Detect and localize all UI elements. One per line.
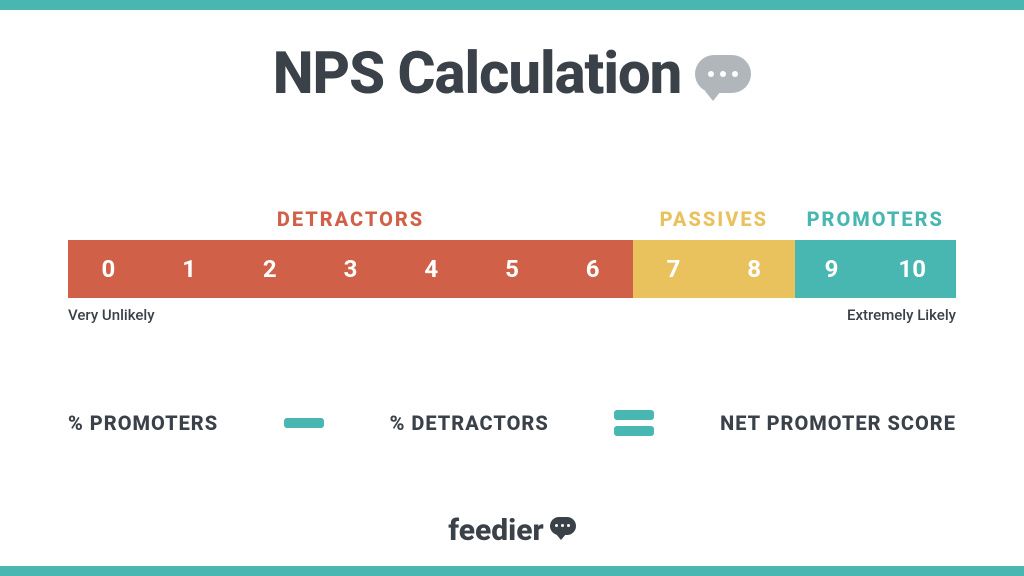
detractors-segment: 0 1 2 3 4 5 6 <box>68 240 633 298</box>
brand-bubble-dot <box>555 524 558 527</box>
scale-bar: 0123456 78 910 <box>68 240 956 298</box>
equals-bar-top <box>614 410 654 420</box>
anchor-high: Extremely Likely <box>847 306 956 324</box>
page-title: NPS Calculation <box>273 40 682 108</box>
brand-bubble-tail <box>556 534 566 540</box>
bubble-dot <box>720 71 726 77</box>
formula-row: % PROMOTERS % DETRACTORS NET PROMOTER SC… <box>68 410 956 436</box>
scale-number: 5 <box>505 255 519 283</box>
equals-bar-bottom <box>614 426 654 436</box>
scale-number: 3 <box>344 255 358 283</box>
scale-number: 6 <box>586 255 600 283</box>
minus-bar <box>284 418 324 428</box>
bottom-border <box>0 566 1024 576</box>
scale-number: 4 <box>424 255 438 283</box>
formula-promoters: % PROMOTERS <box>68 411 218 435</box>
top-border <box>0 0 1024 10</box>
passives-segment: 78 <box>633 240 794 298</box>
brand-bubble-icon <box>550 517 576 535</box>
brand-name: feedier <box>448 513 543 548</box>
anchor-labels: Very Unlikely Extremely Likely <box>68 306 956 324</box>
formula-result: NET PROMOTER SCORE <box>720 411 956 435</box>
speech-bubble-icon <box>695 55 751 93</box>
scale-number: 1 <box>182 255 196 283</box>
anchor-low: Very Unlikely <box>68 306 155 324</box>
brand-bubble-dot <box>561 524 564 527</box>
scale-number: 2 <box>263 255 277 283</box>
passives-label: PASSIVES <box>633 207 794 231</box>
group-labels: DETRACTORS PASSIVES PROMOTERS <box>68 207 956 231</box>
promoters-segment: 9 10 <box>795 240 956 298</box>
promoters-label: PROMOTERS <box>795 207 956 231</box>
detractors-label: DETRACTORS <box>68 207 633 231</box>
scale-number: 0 <box>101 255 115 283</box>
scale-number: 8 <box>747 255 761 283</box>
scale-number: 7 <box>667 255 681 283</box>
scale-number: 10 <box>898 255 926 283</box>
minus-icon <box>284 418 324 428</box>
bubble-tail <box>705 91 721 101</box>
brand-row: feedier <box>0 513 1024 548</box>
equals-icon <box>614 410 654 436</box>
scale-number: 9 <box>825 255 839 283</box>
bubble-dot <box>732 71 738 77</box>
bubble-dot <box>708 71 714 77</box>
brand-bubble-dot <box>567 524 570 527</box>
title-row: NPS Calculation <box>0 40 1024 108</box>
formula-detractors: % DETRACTORS <box>390 411 549 435</box>
